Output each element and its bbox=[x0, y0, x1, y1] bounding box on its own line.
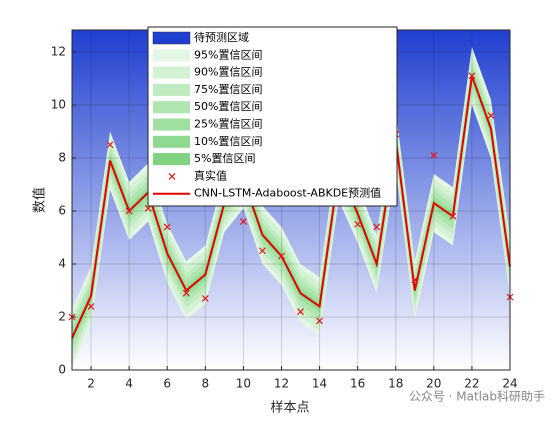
marker bbox=[468, 72, 476, 80]
x-axis-label: 样本点 bbox=[270, 401, 309, 416]
y-tick-label: 0 bbox=[58, 363, 66, 377]
confidence-band bbox=[72, 69, 510, 345]
y-tick-label: 6 bbox=[58, 203, 66, 217]
x-tick-label: 14 bbox=[312, 377, 327, 391]
marker-stroke bbox=[316, 317, 323, 325]
y-tick-label: 10 bbox=[51, 97, 66, 111]
x-tick-label: 10 bbox=[236, 377, 251, 391]
y-tick-label: 4 bbox=[58, 256, 66, 270]
marker-stroke bbox=[411, 276, 419, 284]
marker-stroke bbox=[259, 247, 266, 255]
marker bbox=[487, 112, 495, 120]
y-tick-label: 8 bbox=[58, 150, 66, 164]
legend-swatch bbox=[152, 31, 191, 45]
x-tick-label: 20 bbox=[426, 377, 441, 391]
x-tick-label: 24 bbox=[502, 377, 517, 391]
legend-label: CNN-LSTM-Adaboost-ABKDE预测值 bbox=[194, 187, 381, 200]
marker bbox=[259, 247, 266, 255]
marker bbox=[411, 276, 419, 284]
x-tick-label: 6 bbox=[163, 377, 171, 391]
marker-stroke bbox=[297, 308, 304, 316]
y-axis-label: 数值 bbox=[32, 187, 48, 213]
legend-label: 25%置信区间 bbox=[194, 118, 262, 131]
marker-stroke bbox=[201, 295, 209, 302]
marker bbox=[373, 223, 381, 231]
y-tick-label: 12 bbox=[51, 44, 66, 58]
legend-swatch bbox=[153, 135, 190, 148]
x-tick-label: 8 bbox=[201, 377, 209, 391]
marker bbox=[163, 223, 171, 231]
legend-swatch bbox=[153, 153, 190, 166]
marker bbox=[297, 308, 304, 316]
marker bbox=[239, 218, 247, 226]
marker-stroke bbox=[430, 151, 438, 159]
marker-stroke bbox=[449, 212, 457, 220]
x-tick-label: 4 bbox=[125, 377, 133, 391]
marker-stroke bbox=[239, 218, 247, 226]
marker-stroke bbox=[278, 252, 285, 260]
x-tick-label: 2 bbox=[87, 377, 95, 391]
marker bbox=[201, 295, 209, 302]
marker-stroke bbox=[354, 220, 362, 228]
legend-label: 5%置信区间 bbox=[194, 152, 255, 165]
marker-stroke bbox=[468, 72, 476, 80]
marker bbox=[182, 289, 190, 297]
marker bbox=[430, 151, 438, 159]
y-tick-label: 2 bbox=[58, 309, 66, 323]
legend-label: 95%置信区间 bbox=[194, 48, 262, 61]
marker-stroke bbox=[106, 141, 114, 149]
prediction-line bbox=[71, 75, 511, 339]
x-tick-label: 22 bbox=[464, 377, 479, 391]
marker-stroke bbox=[168, 172, 176, 180]
legend-swatch bbox=[153, 66, 190, 79]
marker-stroke bbox=[87, 302, 95, 310]
x-tick-label: 12 bbox=[274, 377, 289, 391]
x-tick-label: 18 bbox=[388, 377, 403, 391]
legend-label: 10%置信区间 bbox=[194, 135, 262, 148]
marker bbox=[449, 212, 457, 220]
legend-label: 75%置信区间 bbox=[194, 83, 262, 96]
legend-label: 90%置信区间 bbox=[194, 66, 262, 79]
legend-swatch bbox=[153, 118, 190, 131]
marker-stroke bbox=[487, 112, 495, 120]
marker bbox=[316, 317, 323, 325]
legend-swatch bbox=[153, 83, 190, 96]
legend-label: 50%置信区间 bbox=[194, 100, 262, 113]
watermark: 公众号 · Matlab科研助手 bbox=[409, 390, 545, 404]
marker-stroke bbox=[373, 223, 381, 231]
marker-stroke bbox=[182, 289, 190, 297]
legend-label: 待预测区域 bbox=[194, 30, 249, 44]
marker bbox=[125, 207, 133, 215]
marker bbox=[278, 252, 285, 260]
legend-marker bbox=[168, 172, 176, 180]
marker bbox=[354, 220, 362, 228]
legend-swatch bbox=[153, 101, 190, 114]
marker bbox=[87, 302, 95, 310]
legend-swatch bbox=[153, 49, 190, 62]
x-tick-label: 16 bbox=[350, 377, 365, 391]
marker-stroke bbox=[163, 223, 171, 231]
marker bbox=[106, 141, 114, 149]
marker-stroke bbox=[125, 207, 133, 215]
legend-label: 真实值 bbox=[194, 168, 227, 182]
